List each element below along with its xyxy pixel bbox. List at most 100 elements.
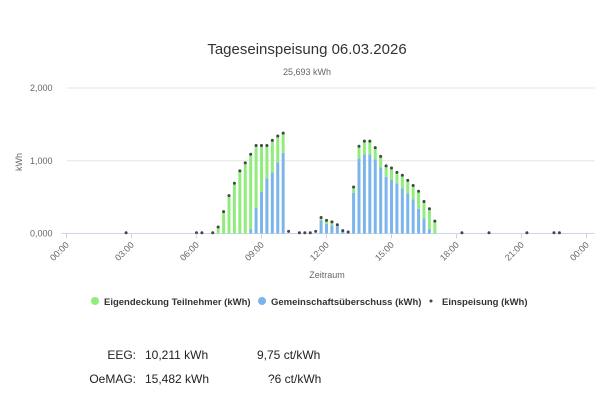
marker-einspeisung	[325, 218, 328, 222]
legend-item-gemeinschaftsueberschuss[interactable]: Gemeinschaftsüberschuss (kWh)	[258, 297, 421, 308]
marker-einspeisung	[330, 220, 334, 224]
chart: Tageseinspeisung 06.03.2026 25,693 kWh 0…	[14, 41, 595, 308]
oemag-price: ?6 ct/kWh	[268, 372, 322, 386]
marker-einspeisung	[297, 231, 301, 235]
marker-einspeisung	[211, 231, 215, 235]
bar-gemeinschaftsueberschuss	[270, 172, 274, 234]
bar-gemeinschaftsueberschuss	[390, 179, 393, 234]
legend-label: Gemeinschaftsüberschuss (kWh)	[271, 297, 421, 308]
marker-einspeisung	[400, 173, 404, 177]
marker-einspeisung	[384, 164, 388, 168]
bars	[216, 133, 437, 234]
marker-einspeisung	[417, 189, 421, 193]
marker-einspeisung	[422, 199, 426, 203]
bar-gemeinschaftsueberschuss	[335, 226, 339, 234]
bar-gemeinschaftsueberschuss	[395, 183, 399, 234]
eeg-value: 10,211 kWh	[145, 348, 209, 362]
bar-gemeinschaftsueberschuss	[379, 167, 383, 234]
bar-eigendeckung	[260, 145, 263, 193]
x-tick-label: 03:00	[113, 240, 136, 263]
bar-gemeinschaftsueberschuss	[254, 208, 258, 234]
legend-item-eigendeckung[interactable]: Eigendeckung Teilnehmer (kWh)	[91, 297, 251, 308]
legend-label: Eigendeckung Teilnehmer (kWh)	[104, 297, 251, 308]
bar-eigendeckung	[270, 140, 274, 173]
bar-eigendeckung	[281, 133, 285, 153]
x-axis: 00:00 03:00 06:00 09:00 12:00 15:00 18:00 21:00…	[48, 233, 591, 263]
bar-eigendeckung	[243, 162, 247, 234]
bar-eigendeckung	[227, 195, 231, 234]
bar-eigendeckung	[433, 221, 437, 234]
bar-gemeinschaftsueberschuss	[400, 188, 404, 234]
marker-einspeisung	[308, 231, 312, 235]
bar-eigendeckung	[222, 211, 226, 234]
bar-gemeinschaftsueberschuss	[411, 199, 415, 234]
bar-eigendeckung	[422, 201, 426, 219]
chart-title: Tageseinspeisung 06.03.2026	[207, 41, 406, 58]
marker-einspeisung	[487, 231, 491, 235]
eeg-price: 9,75 ct/kWh	[257, 348, 321, 362]
bar-eigendeckung	[368, 141, 372, 155]
marker-einspeisung	[254, 143, 258, 147]
marker-einspeisung	[411, 183, 415, 187]
bar-gemeinschaftsueberschuss	[422, 218, 426, 234]
marker-einspeisung	[390, 166, 393, 170]
bar-eigendeckung	[406, 180, 410, 194]
marker-einspeisung	[260, 143, 263, 147]
bar-eigendeckung	[390, 168, 393, 180]
grid	[61, 87, 595, 234]
bar-gemeinschaftsueberschuss	[384, 176, 388, 234]
marker-einspeisung	[395, 170, 399, 174]
bar-eigendeckung	[254, 145, 258, 209]
bar-gemeinschaftsueberschuss	[362, 154, 366, 234]
eeg-label: EEG:	[107, 348, 136, 362]
x-tick-label: 12:00	[308, 240, 331, 263]
chart-subtitle: 25,693 kWh	[283, 67, 331, 77]
marker-einspeisung	[314, 229, 318, 233]
marker-einspeisung	[265, 143, 269, 147]
marker-einspeisung	[341, 229, 345, 233]
marker-einspeisung	[281, 131, 285, 135]
legend-swatch-green	[91, 297, 99, 305]
legend-label: Einspeisung (kWh)	[442, 297, 528, 308]
legend-item-einspeisung[interactable]: Einspeisung (kWh)	[429, 297, 528, 308]
bar-eigendeckung	[427, 208, 431, 230]
bar-eigendeckung	[238, 170, 242, 234]
legend-swatch-blue	[258, 297, 266, 305]
bar-gemeinschaftsueberschuss	[341, 231, 345, 234]
marker-einspeisung	[460, 231, 464, 235]
x-tick-label: 00:00	[48, 240, 71, 263]
bar-eigendeckung	[232, 183, 236, 234]
bar-eigendeckung	[400, 175, 404, 189]
y-tick-label: 1,000	[30, 156, 53, 166]
y-tick-label: 2,000	[30, 83, 53, 93]
marker-einspeisung	[276, 134, 280, 138]
marker-einspeisung	[238, 169, 242, 173]
marker-einspeisung	[427, 207, 431, 211]
bar-gemeinschaftsueberschuss	[373, 159, 377, 234]
oemag-label: OeMAG:	[89, 372, 136, 386]
marker-einspeisung	[379, 154, 383, 158]
marker-einspeisung	[200, 231, 204, 235]
markers	[124, 131, 561, 235]
x-tick-label: 15:00	[373, 240, 396, 263]
bar-eigendeckung	[325, 220, 328, 225]
oemag-value: 15,482 kWh	[145, 372, 210, 386]
marker-einspeisung	[243, 161, 247, 165]
marker-einspeisung	[557, 231, 561, 235]
bar-eigendeckung	[249, 154, 253, 230]
legend-swatch-marker	[429, 299, 433, 303]
bar-eigendeckung	[362, 141, 366, 155]
marker-einspeisung	[433, 219, 437, 223]
marker-einspeisung	[222, 210, 226, 214]
bar-gemeinschaftsueberschuss	[249, 229, 253, 234]
marker-einspeisung	[287, 229, 291, 233]
bar-eigendeckung	[395, 172, 399, 184]
bar-gemeinschaftsueberschuss	[276, 162, 280, 234]
marker-einspeisung	[232, 181, 236, 185]
bar-eigendeckung	[352, 186, 356, 193]
bar-eigendeckung	[265, 145, 269, 179]
marker-einspeisung	[352, 185, 356, 189]
marker-einspeisung	[216, 225, 220, 229]
marker-einspeisung	[227, 194, 231, 198]
y-tick-label: 0,000	[30, 229, 53, 239]
